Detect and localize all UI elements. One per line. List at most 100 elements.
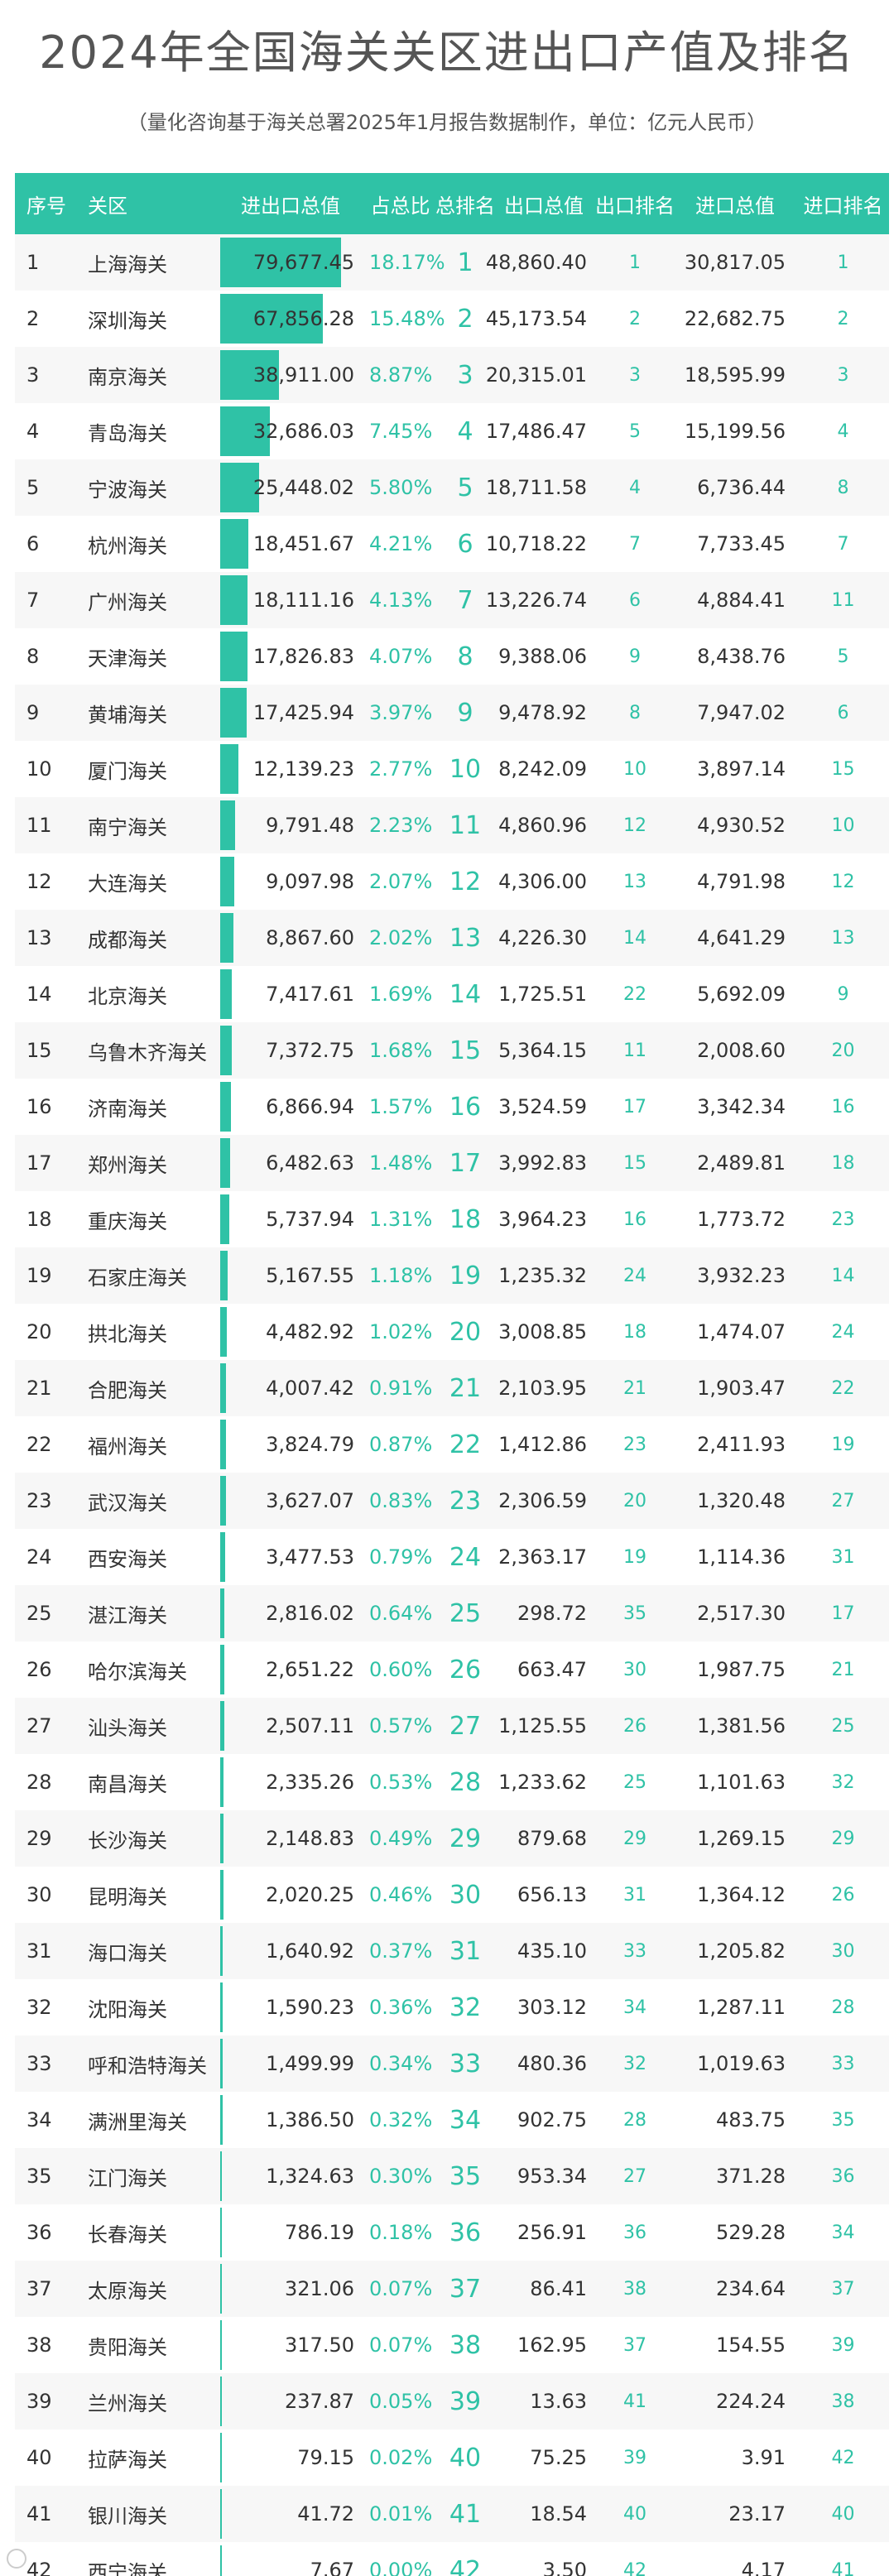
header-rank: 总排名 — [435, 194, 495, 218]
row-total: 317.50 — [220, 2317, 361, 2373]
total-bar — [220, 2320, 222, 2370]
row-share: 0.07% — [369, 2333, 433, 2357]
row-export-rank: 9 — [629, 646, 641, 667]
row-export-rank: 35 — [623, 1603, 646, 1624]
row-total-value: 321.06 — [285, 2277, 354, 2300]
row-import-rank: 16 — [831, 1096, 855, 1117]
row-total-value: 5,737.94 — [266, 1208, 354, 1231]
table-row: 36 长春海关 786.19 0.18% 36 256.91 36 529.28 34 — [15, 2204, 889, 2261]
row-total: 79,677.45 — [220, 234, 361, 291]
row-no: 34 — [26, 2108, 52, 2131]
header-no: 序号 — [26, 194, 66, 218]
row-rank: 28 — [449, 1767, 482, 1797]
header-name: 关区 — [88, 194, 127, 218]
row-total: 3,824.79 — [220, 1416, 361, 1473]
row-export: 303.12 — [517, 1996, 587, 2019]
row-share: 1.69% — [369, 983, 433, 1006]
table-row: 33 呼和浩特海关 1,499.99 0.34% 33 480.36 32 1,019.63 3… — [15, 2035, 889, 2092]
row-share: 0.83% — [369, 1489, 433, 1512]
row-rank: 10 — [449, 754, 482, 784]
total-bar — [220, 1588, 225, 1638]
row-no: 19 — [26, 1264, 52, 1287]
row-share: 4.21% — [369, 532, 433, 555]
row-total: 2,651.22 — [220, 1641, 361, 1698]
row-total: 4,007.42 — [220, 1360, 361, 1416]
table-row: 7 广州海关 18,111.16 4.13% 7 13,226.74 6 4,884.41 11 — [15, 572, 889, 628]
row-share: 5.80% — [369, 476, 433, 499]
row-no: 17 — [26, 1151, 52, 1175]
row-share: 18.17% — [369, 251, 445, 274]
total-bar — [220, 1926, 223, 1976]
row-total-value: 1,499.99 — [266, 2052, 354, 2075]
row-export-rank: 13 — [623, 871, 646, 892]
total-bar — [220, 2377, 222, 2426]
row-export: 17,486.47 — [485, 420, 587, 443]
row-no: 21 — [26, 1377, 52, 1400]
row-name: 上海海关 — [88, 252, 167, 276]
row-export-rank: 39 — [623, 2447, 646, 2468]
table-row: 35 江门海关 1,324.63 0.30% 35 953.34 27 371.28 36 — [15, 2148, 889, 2204]
row-total: 3,477.53 — [220, 1529, 361, 1585]
row-import: 1,287.11 — [697, 1996, 786, 2019]
row-total-value: 6,482.63 — [266, 1151, 354, 1175]
row-total: 2,816.02 — [220, 1585, 361, 1641]
row-no: 23 — [26, 1489, 52, 1512]
row-total: 4,482.92 — [220, 1304, 361, 1360]
row-import-rank: 26 — [831, 1884, 855, 1906]
total-bar — [220, 1701, 224, 1751]
row-import: 18,595.99 — [684, 363, 786, 387]
total-bar — [220, 1082, 231, 1132]
row-import: 7,733.45 — [697, 532, 786, 555]
row-export: 3,524.59 — [498, 1095, 587, 1118]
row-import-rank: 19 — [831, 1434, 855, 1455]
row-total: 9,791.48 — [220, 797, 361, 853]
row-total-value: 2,816.02 — [266, 1602, 354, 1625]
row-rank: 41 — [449, 2499, 482, 2529]
row-export-rank: 12 — [623, 815, 646, 836]
table-row: 16 济南海关 6,866.94 1.57% 16 3,524.59 17 3,342.34 1… — [15, 1079, 889, 1135]
total-bar — [220, 2264, 222, 2314]
row-no: 38 — [26, 2333, 52, 2357]
row-no: 28 — [26, 1771, 52, 1794]
row-export-rank: 14 — [623, 927, 646, 949]
row-total: 2,507.11 — [220, 1698, 361, 1754]
row-share: 0.53% — [369, 1771, 433, 1794]
table-row: 22 福州海关 3,824.79 0.87% 22 1,412.86 23 2,411.93 1… — [15, 1416, 889, 1473]
total-bar — [220, 463, 259, 512]
table-row: 12 大连海关 9,097.98 2.07% 12 4,306.00 13 4,791.98 1… — [15, 853, 889, 910]
row-import-rank: 10 — [831, 815, 855, 836]
row-import-rank: 30 — [831, 1940, 855, 1962]
row-rank: 4 — [457, 416, 473, 446]
row-import: 371.28 — [716, 2165, 786, 2188]
row-total-value: 3,627.07 — [266, 1489, 354, 1512]
row-export: 75.25 — [530, 2446, 587, 2469]
row-import-rank: 37 — [831, 2278, 855, 2300]
table-row: 11 南宁海关 9,791.48 2.23% 11 4,860.96 12 4,930.52 1… — [15, 797, 889, 853]
row-total: 321.06 — [220, 2261, 361, 2317]
table-row: 6 杭州海关 18,451.67 4.21% 6 10,718.22 7 7,733.45 7 — [15, 516, 889, 572]
row-name: 杭州海关 — [88, 534, 167, 558]
row-name: 南京海关 — [88, 365, 167, 389]
table-row: 13 成都海关 8,867.60 2.02% 13 4,226.30 14 4,641.29 1… — [15, 910, 889, 966]
row-export-rank: 3 — [629, 364, 641, 386]
total-bar — [220, 1757, 224, 1807]
row-export: 1,725.51 — [498, 983, 587, 1006]
row-name: 兰州海关 — [88, 2391, 167, 2415]
row-rank: 32 — [449, 1992, 482, 2022]
table-row: 28 南昌海关 2,335.26 0.53% 28 1,233.62 25 1,101.63 3… — [15, 1754, 889, 1810]
row-import: 154.55 — [716, 2333, 786, 2357]
total-bar — [220, 2208, 222, 2257]
table-row: 42 西宁海关 7.67 0.00% 42 3.50 42 4.17 41 — [15, 2542, 889, 2576]
row-import: 4,884.41 — [697, 589, 786, 612]
row-import-rank: 34 — [831, 2222, 855, 2243]
row-total-value: 12,139.23 — [252, 757, 354, 781]
row-rank: 11 — [449, 810, 482, 840]
row-name: 厦门海关 — [88, 759, 167, 783]
row-import: 2,411.93 — [697, 1433, 786, 1456]
row-name: 宁波海关 — [88, 478, 167, 502]
row-export-rank: 16 — [623, 1209, 646, 1230]
row-export: 5,364.15 — [498, 1039, 587, 1062]
row-total: 2,148.83 — [220, 1810, 361, 1867]
row-name: 北京海关 — [88, 984, 167, 1008]
row-export: 1,125.55 — [498, 1714, 587, 1737]
